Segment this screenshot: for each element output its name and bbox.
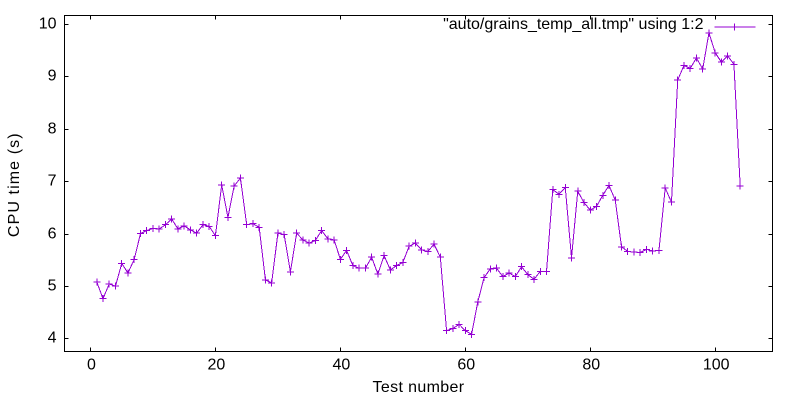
svg-text:4: 4 — [48, 330, 57, 347]
svg-text:CPU time (s): CPU time (s) — [6, 132, 23, 237]
svg-text:5: 5 — [48, 278, 57, 295]
svg-text:Test number: Test number — [373, 379, 465, 396]
svg-text:40: 40 — [333, 357, 351, 374]
svg-text:20: 20 — [208, 357, 226, 374]
svg-text:0: 0 — [87, 357, 96, 374]
svg-text:10: 10 — [39, 16, 57, 33]
svg-text:6: 6 — [48, 226, 57, 243]
svg-text:100: 100 — [703, 357, 730, 374]
svg-text:80: 80 — [582, 357, 600, 374]
svg-text:60: 60 — [457, 357, 475, 374]
svg-text:8: 8 — [48, 121, 57, 138]
svg-text:7: 7 — [48, 173, 57, 190]
svg-text:"auto/grains_temp_all.tmp" usi: "auto/grains_temp_all.tmp" using 1:2 — [443, 16, 704, 33]
svg-text:9: 9 — [48, 68, 57, 85]
